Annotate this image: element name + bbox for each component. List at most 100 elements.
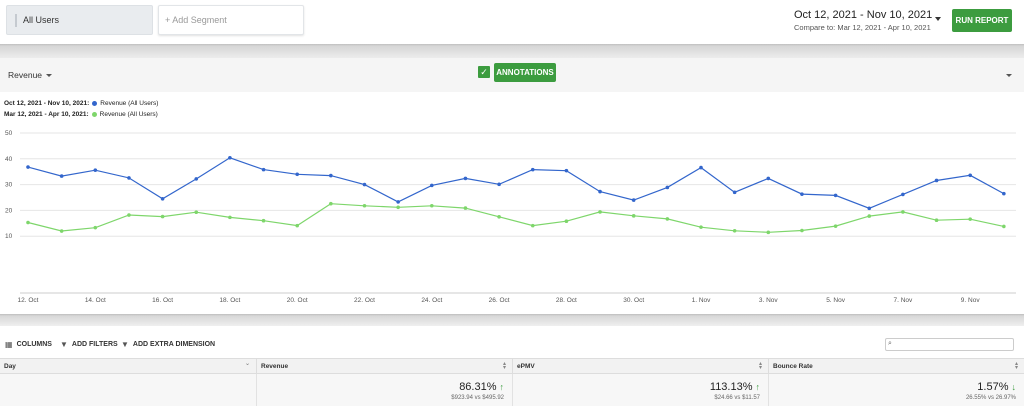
metric-select[interactable]: Revenue (8, 70, 43, 80)
data-point[interactable] (867, 214, 872, 218)
data-point[interactable] (463, 206, 468, 210)
data-point[interactable] (530, 167, 535, 172)
data-point[interactable] (968, 173, 972, 178)
date-range-picker[interactable]: Oct 12, 2021 - Nov 10, 2021 Compare to: … (794, 9, 944, 32)
data-point[interactable] (598, 210, 602, 214)
data-point[interactable] (362, 203, 367, 208)
checkbox-checked-icon[interactable]: ✓ (478, 66, 490, 78)
add-segment-label: + Add Segment (165, 15, 227, 25)
data-point[interactable] (598, 189, 602, 194)
legend-item[interactable]: Mar 12, 2021 - Apr 10, 2021: Revenue (Al… (4, 109, 158, 120)
add-dimension-button[interactable]: ▼ ADD EXTRA DIMENSION (121, 340, 215, 349)
data-point[interactable] (329, 173, 333, 178)
data-point[interactable] (901, 192, 905, 197)
data-point[interactable] (699, 165, 703, 170)
legend-item[interactable]: Oct 12, 2021 - Nov 10, 2021: Revenue (Al… (4, 98, 158, 109)
data-point[interactable] (901, 210, 905, 214)
data-point[interactable] (127, 213, 131, 217)
divider (0, 314, 1024, 326)
chevron-down-icon[interactable]: ⌄ (244, 361, 250, 367)
y-tick-label: 20 (5, 207, 13, 214)
data-point[interactable] (26, 220, 30, 225)
data-point[interactable] (59, 229, 64, 233)
data-point[interactable] (564, 219, 569, 224)
column-header-epmv[interactable]: ePMV ▴ ▾ (513, 359, 769, 374)
data-point[interactable] (228, 215, 232, 220)
data-point[interactable] (261, 218, 266, 223)
data-point[interactable] (732, 190, 737, 195)
data-point[interactable] (631, 214, 636, 218)
data-point[interactable] (430, 183, 434, 188)
summary-cell-epmv: 113.13% ↑ $24.66 vs $11.57 (513, 374, 769, 406)
data-point[interactable] (329, 201, 333, 206)
data-point[interactable] (800, 192, 804, 196)
add-filters-button[interactable]: ▼ ADD FILTERS (60, 340, 118, 349)
data-point[interactable] (93, 168, 98, 172)
column-header-bounce-rate[interactable]: Bounce Rate ▴ ▾ (769, 359, 1024, 374)
columns-button[interactable]: ▦ COLUMNS (5, 340, 52, 349)
segment-all-users[interactable]: All Users (6, 5, 153, 35)
data-point[interactable] (127, 176, 131, 180)
data-point[interactable] (1002, 191, 1006, 196)
data-point[interactable] (228, 155, 232, 160)
data-point[interactable] (430, 203, 434, 208)
data-point[interactable] (194, 177, 199, 181)
sort-icon[interactable]: ▴ ▾ (1014, 361, 1018, 371)
column-header-revenue[interactable]: Revenue ▴ ▾ (257, 359, 513, 374)
data-point[interactable] (59, 174, 64, 178)
data-point[interactable] (497, 215, 501, 219)
table-toolbar: ▦ COLUMNS ▼ ADD FILTERS ▼ ADD EXTRA DIME… (0, 326, 1024, 358)
top-bar: All Users + Add Segment Oct 12, 2021 - N… (0, 0, 1024, 44)
legend-range: Oct 12, 2021 - Nov 10, 2021: (4, 100, 90, 107)
data-point[interactable] (463, 176, 468, 181)
data-point[interactable] (867, 206, 872, 211)
data-point[interactable] (1002, 224, 1006, 229)
chevron-down-icon[interactable] (935, 17, 941, 21)
data-point[interactable] (396, 205, 400, 210)
data-point[interactable] (295, 172, 300, 177)
data-point[interactable] (732, 228, 737, 233)
data-point[interactable] (934, 218, 939, 223)
data-point[interactable] (833, 193, 838, 198)
search-input[interactable] (885, 338, 1014, 351)
summary-value: 1.57% ↓ (977, 381, 1016, 393)
x-tick-label: 24. Oct (421, 297, 442, 304)
column-header-label: ePMV (517, 363, 535, 370)
columns-icon: ▦ (5, 340, 13, 349)
data-point[interactable] (699, 225, 703, 229)
data-point[interactable] (396, 200, 400, 204)
data-point[interactable] (800, 228, 804, 233)
data-point[interactable] (564, 168, 569, 173)
data-point[interactable] (160, 214, 165, 219)
chevron-down-icon[interactable] (46, 74, 52, 77)
run-report-button[interactable]: RUN REPORT (952, 9, 1012, 32)
data-point[interactable] (665, 185, 670, 190)
data-point[interactable] (93, 225, 98, 230)
data-point[interactable] (497, 182, 501, 187)
data-point[interactable] (530, 223, 535, 228)
data-point[interactable] (362, 182, 367, 187)
data-point[interactable] (968, 217, 972, 221)
search-icon: ⌕ (888, 340, 892, 347)
y-tick-label: 30 (5, 182, 13, 189)
data-point[interactable] (833, 224, 838, 228)
compare-range: Compare to: Mar 12, 2021 - Apr 10, 2021 (794, 23, 931, 32)
collapse-chevron-icon[interactable] (1006, 74, 1012, 77)
columns-label: COLUMNS (16, 341, 52, 348)
sort-icon[interactable]: ▴ ▾ (502, 361, 506, 371)
sort-icon[interactable]: ▴ ▾ (758, 361, 762, 371)
annotations-button[interactable]: ANNOTATIONS (494, 63, 556, 82)
data-point[interactable] (934, 178, 939, 183)
data-point[interactable] (766, 230, 771, 235)
data-point[interactable] (766, 176, 771, 181)
column-header-day[interactable]: Day ⌄ (0, 359, 257, 374)
add-segment-button[interactable]: + Add Segment (158, 5, 304, 35)
data-point[interactable] (631, 198, 636, 202)
data-point[interactable] (665, 217, 670, 221)
data-point[interactable] (160, 196, 165, 201)
data-point[interactable] (295, 223, 300, 228)
data-point[interactable] (26, 165, 30, 169)
data-point[interactable] (194, 210, 199, 215)
x-tick-label: 7. Nov (894, 297, 914, 304)
data-point[interactable] (261, 167, 266, 172)
